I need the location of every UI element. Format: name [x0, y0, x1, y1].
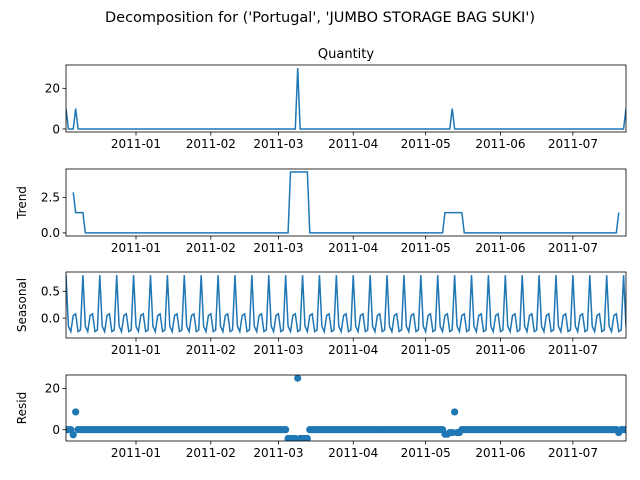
axes-frame [65, 168, 627, 237]
x-tick-label: 2011-01 [111, 137, 161, 151]
axes-frame [65, 64, 627, 133]
x-tick-label: 2011-03 [253, 137, 303, 151]
series-line [66, 68, 626, 130]
panel-4: Resid 2011-01 2011-02 2011-03 2011-04 2011-05… [15, 374, 627, 460]
resid-point [294, 375, 302, 382]
x-tick-label: 2011-03 [253, 343, 303, 357]
panel-3: Seasonal 2011-01 2011-02 2011-03 2011-04 2011… [15, 271, 627, 357]
panel-1: Quantity 2011-01 2011-02 2011-03 2011-04 2011… [45, 47, 627, 151]
x-tick-label: 2011-06 [475, 137, 525, 151]
y-tick-label: 0.0 [41, 311, 60, 325]
x-tick-label: 2011-07 [548, 343, 598, 357]
resid-point [622, 426, 626, 434]
x-tick-label: 2011-02 [186, 343, 236, 357]
x-tick-label: 2011-06 [475, 446, 525, 460]
x-tick-label: 2011-06 [475, 241, 525, 255]
resid-point [72, 408, 80, 416]
resid-point [282, 426, 290, 434]
x-tick-label: 2011-02 [186, 446, 236, 460]
y-tick-label: 0 [52, 122, 60, 136]
y-tick-label: 20 [45, 382, 60, 396]
y-tick-label: 0.0 [41, 226, 60, 240]
plot-area [66, 68, 626, 130]
panel-title: Quantity [318, 47, 374, 62]
resid-point [303, 434, 311, 441]
x-tick-label: 2011-07 [548, 446, 598, 460]
x-tick-label: 2011-01 [111, 446, 161, 460]
x-tick-label: 2011-07 [548, 137, 598, 151]
y-tick-label: 0.5 [41, 285, 60, 299]
y-tick-label: 20 [45, 82, 60, 96]
y-axis-label: Resid [15, 392, 29, 424]
x-tick-label: 2011-01 [111, 343, 161, 357]
plot-area [72, 171, 620, 234]
x-tick-label: 2011-04 [328, 241, 378, 255]
x-tick-label: 2011-06 [475, 343, 525, 357]
y-axis-label: Seasonal [15, 278, 29, 332]
panel-2: Trend 2011-01 2011-02 2011-03 2011-04 2011-05… [15, 168, 627, 255]
seasonal-line [66, 275, 626, 335]
x-tick-label: 2011-05 [401, 241, 451, 255]
x-tick-label: 2011-05 [401, 137, 451, 151]
x-tick-label: 2011-05 [401, 446, 451, 460]
x-tick-label: 2011-03 [253, 446, 303, 460]
x-tick-label: 2011-01 [111, 241, 161, 255]
x-tick-label: 2011-07 [548, 241, 598, 255]
plot-area [66, 275, 626, 335]
resid-point [69, 431, 77, 439]
y-tick-label: 0 [52, 423, 60, 437]
figure-suptitle: Decomposition for ('Portugal', 'JUMBO ST… [105, 10, 535, 26]
x-tick-label: 2011-02 [186, 241, 236, 255]
axes-frame [65, 271, 627, 339]
x-tick-label: 2011-04 [328, 137, 378, 151]
series-line [72, 171, 620, 234]
axes-frame [65, 374, 627, 442]
y-axis-label: Trend [15, 186, 29, 220]
plot-area [66, 375, 626, 441]
x-tick-label: 2011-04 [328, 343, 378, 357]
x-tick-label: 2011-05 [401, 343, 451, 357]
y-tick-label: 2.5 [41, 191, 60, 205]
resid-point [451, 408, 459, 416]
x-tick-label: 2011-02 [186, 137, 236, 151]
x-tick-label: 2011-03 [253, 241, 303, 255]
x-tick-label: 2011-04 [328, 446, 378, 460]
